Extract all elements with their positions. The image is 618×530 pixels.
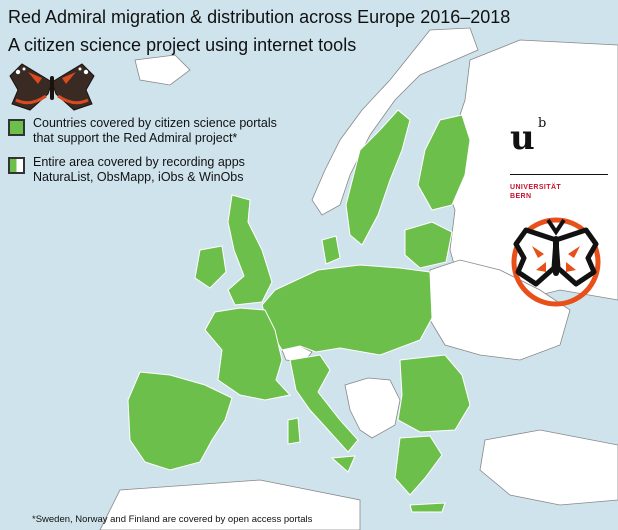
map-subtitle: A citizen science project using internet… bbox=[8, 35, 357, 55]
land-great-britain bbox=[227, 194, 273, 306]
legend-apps-text: Entire area covered by recording apps Na… bbox=[33, 155, 245, 184]
land-ireland bbox=[194, 245, 227, 289]
covered-countries bbox=[127, 109, 471, 513]
legend-portals-text: Countries covered by citizen science por… bbox=[33, 116, 277, 145]
land-france bbox=[204, 307, 291, 401]
land-denmark bbox=[321, 235, 341, 265]
land-turkey bbox=[479, 429, 618, 506]
land-sicily bbox=[330, 455, 356, 473]
land-iberia bbox=[127, 371, 233, 471]
land-sweden bbox=[345, 109, 411, 246]
logo-superscript: b bbox=[538, 116, 547, 131]
logo-text: UNIVERSITÄT BERN bbox=[510, 184, 562, 200]
land-sardinia bbox=[287, 417, 301, 445]
land-romania-bulgaria bbox=[397, 354, 471, 433]
logo-rule bbox=[510, 174, 608, 175]
land-greece bbox=[394, 435, 443, 496]
legend-swatch-apps bbox=[8, 157, 25, 174]
red-admiral-butterfly-icon bbox=[9, 63, 95, 111]
legend-swatch-portals bbox=[8, 119, 25, 136]
land-belarus-ukraine bbox=[429, 259, 571, 361]
land-africa bbox=[99, 479, 361, 530]
logo-mark: u bbox=[510, 118, 535, 158]
land-balkans bbox=[344, 377, 401, 439]
butterfly-emblem-icon bbox=[511, 217, 601, 307]
land-iceland bbox=[134, 54, 191, 86]
footnote: *Sweden, Norway and Finland are covered … bbox=[32, 514, 313, 525]
land-baltics bbox=[404, 221, 453, 269]
map-title: Red Admiral migration & distribution acr… bbox=[8, 7, 511, 27]
land-norway bbox=[311, 27, 479, 216]
land-finland bbox=[417, 114, 471, 211]
land-italy bbox=[289, 354, 359, 453]
land-crete bbox=[409, 502, 446, 513]
